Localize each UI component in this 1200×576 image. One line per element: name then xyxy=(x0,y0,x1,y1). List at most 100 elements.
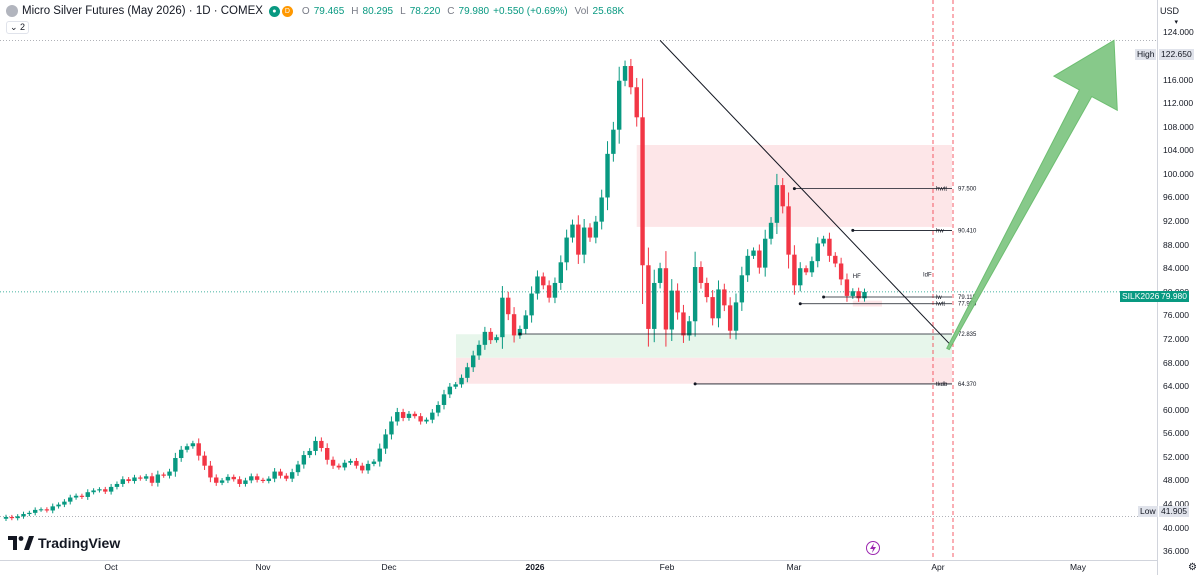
chart-pane[interactable]: hwtt 97.500 hw 90.410 lw 79.115 lwtt 77.975 72.8… xyxy=(0,0,1157,560)
candle-body xyxy=(412,413,417,417)
symbol-title[interactable]: Micro Silver Futures (May 2026) · 1D · C… xyxy=(22,5,263,17)
candle xyxy=(254,473,260,483)
collapse-indicators-button[interactable]: ⌄ 2 xyxy=(6,21,30,34)
price-chart[interactable]: hwtt 97.500 hw 90.410 lw 79.115 lwtt 77.975 72.8… xyxy=(0,0,1157,560)
settings-gear-icon[interactable]: ⚙ xyxy=(1188,562,1197,573)
tradingview-logo[interactable]: TradingView xyxy=(8,535,120,551)
candle-body xyxy=(605,153,610,198)
candle xyxy=(646,247,651,347)
price-tick: 48.000 xyxy=(1163,475,1189,486)
candle-body xyxy=(44,509,50,511)
candle xyxy=(138,475,143,481)
volume-value: 25.68K xyxy=(592,5,625,17)
candle xyxy=(190,440,196,449)
candle-body xyxy=(254,476,260,480)
candle-body xyxy=(634,87,639,118)
candle xyxy=(354,458,359,469)
candle-body xyxy=(850,291,855,296)
candle xyxy=(3,514,9,521)
candle-body xyxy=(284,475,289,479)
candle xyxy=(272,468,277,483)
currency-label[interactable]: USD xyxy=(1159,6,1179,16)
price-tick: 108.000 xyxy=(1163,121,1194,132)
candle-body xyxy=(167,471,172,476)
candle xyxy=(143,473,149,482)
candle xyxy=(149,472,155,487)
candle-body xyxy=(289,472,295,479)
candle-body xyxy=(558,262,563,283)
candle xyxy=(716,280,721,328)
candle xyxy=(640,78,645,305)
candle-body xyxy=(768,222,774,239)
close-value: 79.980 xyxy=(458,5,490,17)
candle-body xyxy=(727,305,733,331)
delayed-data-icon[interactable]: D xyxy=(281,5,293,17)
candle xyxy=(441,389,447,410)
open-label: O xyxy=(301,5,310,17)
candle-body xyxy=(3,516,9,519)
candle xyxy=(418,413,423,425)
level-label-lw: lw xyxy=(936,295,942,301)
tradingview-logo-icon xyxy=(8,536,34,550)
candle xyxy=(681,304,686,343)
price-tick: 104.000 xyxy=(1163,145,1194,156)
level-anchor-hw xyxy=(851,228,855,232)
candle-body xyxy=(628,66,634,88)
candle xyxy=(342,459,347,471)
candle xyxy=(745,249,750,282)
lightning-icon-bolt xyxy=(870,543,876,553)
time-tick: May xyxy=(1069,562,1087,572)
candle xyxy=(552,277,558,304)
candle xyxy=(383,429,388,454)
candle xyxy=(395,407,400,426)
price-axis[interactable]: USD ▾ 124.000120.000116.000112.000108.00… xyxy=(1157,0,1200,575)
close-label: C xyxy=(447,5,455,17)
symbol-icon[interactable] xyxy=(6,5,18,17)
candle-body xyxy=(471,355,476,368)
time-tick: Feb xyxy=(659,562,675,572)
candle-body xyxy=(733,302,739,331)
time-tick: Nov xyxy=(255,562,271,572)
candle xyxy=(85,489,90,500)
symbol-legend: Micro Silver Futures (May 2026) · 1D · C… xyxy=(6,5,624,17)
candle xyxy=(727,297,733,339)
candle-body xyxy=(9,516,15,519)
candle xyxy=(208,460,213,483)
level-anchor-tkdb xyxy=(693,382,697,386)
high-value: 80.295 xyxy=(362,5,394,17)
candle-body xyxy=(56,504,61,507)
candle-body xyxy=(400,412,406,418)
candle-body xyxy=(272,471,277,479)
candle xyxy=(529,286,534,323)
candle-body xyxy=(687,321,692,336)
candle xyxy=(687,315,692,341)
candle-body xyxy=(266,478,271,482)
candle xyxy=(476,340,482,360)
candle-body xyxy=(698,267,704,283)
market-status-icon[interactable]: ● xyxy=(268,5,280,17)
candle xyxy=(488,328,493,344)
candle-body xyxy=(354,460,359,466)
candle xyxy=(435,401,441,417)
candle xyxy=(225,474,231,484)
candle xyxy=(56,502,61,509)
candle-body xyxy=(488,331,493,341)
candle xyxy=(587,223,593,242)
candle-body xyxy=(506,297,511,315)
candle xyxy=(330,456,336,469)
candle xyxy=(430,409,435,424)
candle xyxy=(459,374,464,388)
time-axis[interactable]: Oct Nov Dec 2026 Feb Mar Apr May xyxy=(0,560,1157,576)
level-label-hwtt: hwtt xyxy=(936,187,947,193)
candle-body xyxy=(21,514,26,517)
price-tick: 72.000 xyxy=(1163,333,1189,344)
candle-body xyxy=(523,315,528,329)
candle-body xyxy=(360,465,365,471)
change-value: +0.550 (+0.69%) xyxy=(493,5,568,17)
candle-body xyxy=(657,268,663,283)
currency-dropdown-icon[interactable]: ▾ xyxy=(1174,19,1178,26)
candle-body xyxy=(535,276,540,294)
candle-body xyxy=(675,290,680,313)
candle xyxy=(692,251,698,337)
candle xyxy=(184,443,190,453)
